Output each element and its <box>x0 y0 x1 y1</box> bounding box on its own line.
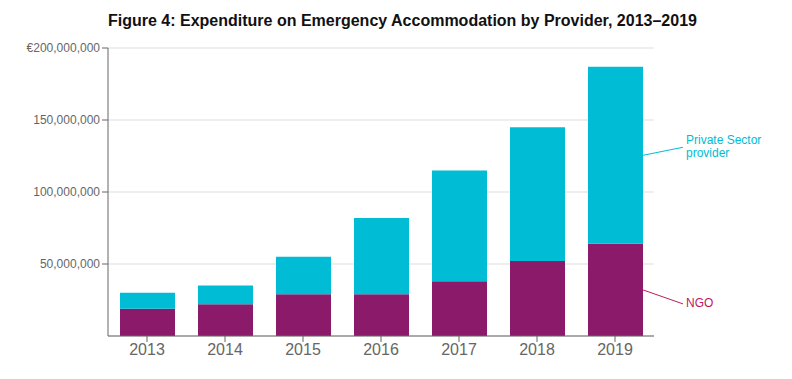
svg-text:2017: 2017 <box>441 341 477 358</box>
svg-text:NGO: NGO <box>686 296 713 310</box>
svg-text:2014: 2014 <box>207 341 243 358</box>
svg-text:2018: 2018 <box>519 341 555 358</box>
svg-text:150,000,000: 150,000,000 <box>33 113 100 127</box>
html-text:Figure 4: Expenditure on Emerg: Figure 4: Expenditure on Emergency Accom… <box>108 12 697 29</box>
svg-text:2013: 2013 <box>129 341 165 358</box>
svg-text:100,000,000: 100,000,000 <box>33 185 100 199</box>
svg-text:50,000,000: 50,000,000 <box>40 257 100 271</box>
svg-text:Private Sectorprovider: Private Sectorprovider <box>686 133 761 160</box>
svg-text:2019: 2019 <box>597 341 633 358</box>
svg-text:2015: 2015 <box>285 341 321 358</box>
svg-text:€200,000,000: €200,000,000 <box>27 41 101 55</box>
svg-text:2016: 2016 <box>363 341 399 358</box>
